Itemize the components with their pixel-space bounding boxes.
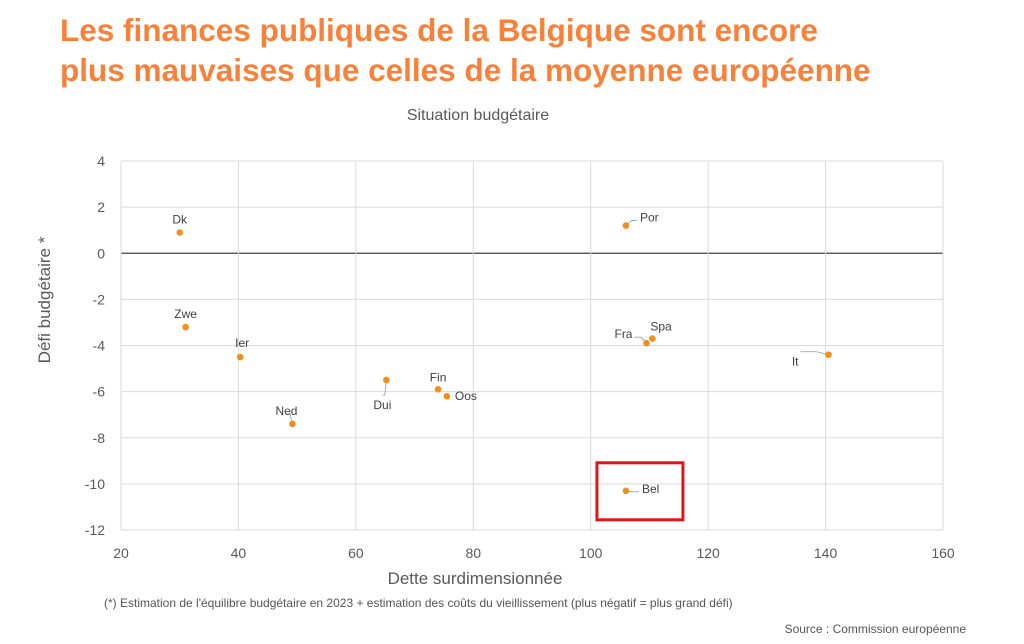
footnote: (*) Estimation de l'équilibre budgétaire… (104, 596, 733, 610)
y-axis-label: Défi budgétaire * (35, 236, 54, 363)
data-label-zwe: Zwe (174, 307, 197, 321)
title-line-1: Les finances publiques de la Belgique so… (60, 12, 818, 48)
data-points: Dk Por Zwe Ier Fra Spa It Dui Fin Oos Ned Bel (172, 211, 832, 496)
x-axis-ticks: 20 40 60 80 100 120 140 160 (113, 545, 955, 561)
data-point-it (825, 351, 832, 359)
page-title: Les finances publiques de la Belgique so… (60, 10, 1010, 90)
data-label-ier: Ier (235, 336, 249, 350)
data-point-oos (443, 392, 451, 400)
data-label-it: It (792, 355, 799, 369)
x-tick-label: 160 (931, 545, 955, 561)
data-point-ned (289, 420, 296, 428)
y-tick-label: -10 (85, 476, 105, 492)
data-point-fra (643, 339, 650, 347)
x-tick-label: 100 (579, 545, 603, 561)
data-point-por (622, 222, 630, 229)
data-label-oos: Oos (455, 389, 477, 403)
y-tick-label: -8 (93, 430, 106, 446)
chart-grid (120, 160, 944, 531)
leader-line (382, 380, 387, 396)
chart-title: Situation budgétaire (407, 107, 549, 124)
y-tick-label: -6 (93, 384, 106, 400)
y-tick-label: 2 (97, 199, 105, 215)
data-label-bel: Bel (642, 482, 659, 496)
data-label-por: Por (640, 211, 659, 225)
title-line-2: plus mauvaises que celles de la moyenne … (60, 52, 871, 88)
data-label-dk: Dk (172, 212, 188, 226)
y-tick-label: 4 (97, 153, 105, 169)
y-tick-label: -12 (85, 522, 105, 538)
data-point-dk (176, 229, 184, 236)
x-tick-label: 20 (113, 545, 129, 561)
data-point-spa (649, 335, 656, 342)
data-point-dui (383, 376, 390, 384)
y-tick-label: -4 (93, 338, 106, 354)
x-tick-label: 120 (696, 545, 720, 561)
y-tick-label: 0 (97, 245, 105, 261)
leader-line (286, 413, 293, 425)
data-point-fin (434, 386, 442, 393)
data-point-zwe (182, 323, 189, 331)
x-tick-label: 40 (231, 545, 247, 561)
highlight-box (595, 461, 685, 522)
data-label-dui: Dui (373, 398, 391, 412)
data-label-fin: Fin (430, 370, 447, 384)
x-tick-label: 140 (814, 545, 838, 561)
x-axis-label: Dette surdimensionnée (388, 569, 563, 588)
data-point-bel (622, 487, 630, 495)
y-tick-label: -2 (93, 291, 106, 307)
leader-line (800, 351, 829, 356)
x-tick-label: 80 (465, 545, 481, 561)
data-label-spa: Spa (650, 320, 672, 334)
data-label-fra: Fra (614, 327, 632, 341)
data-point-ier (236, 353, 244, 361)
source-note: Source : Commission européenne (784, 622, 966, 636)
data-label-ned: Ned (275, 404, 297, 418)
y-axis-ticks: 4 2 0 -2 -4 -6 -8 -10 -12 (85, 153, 105, 538)
highlight-group (595, 461, 685, 522)
x-tick-label: 60 (348, 545, 364, 561)
